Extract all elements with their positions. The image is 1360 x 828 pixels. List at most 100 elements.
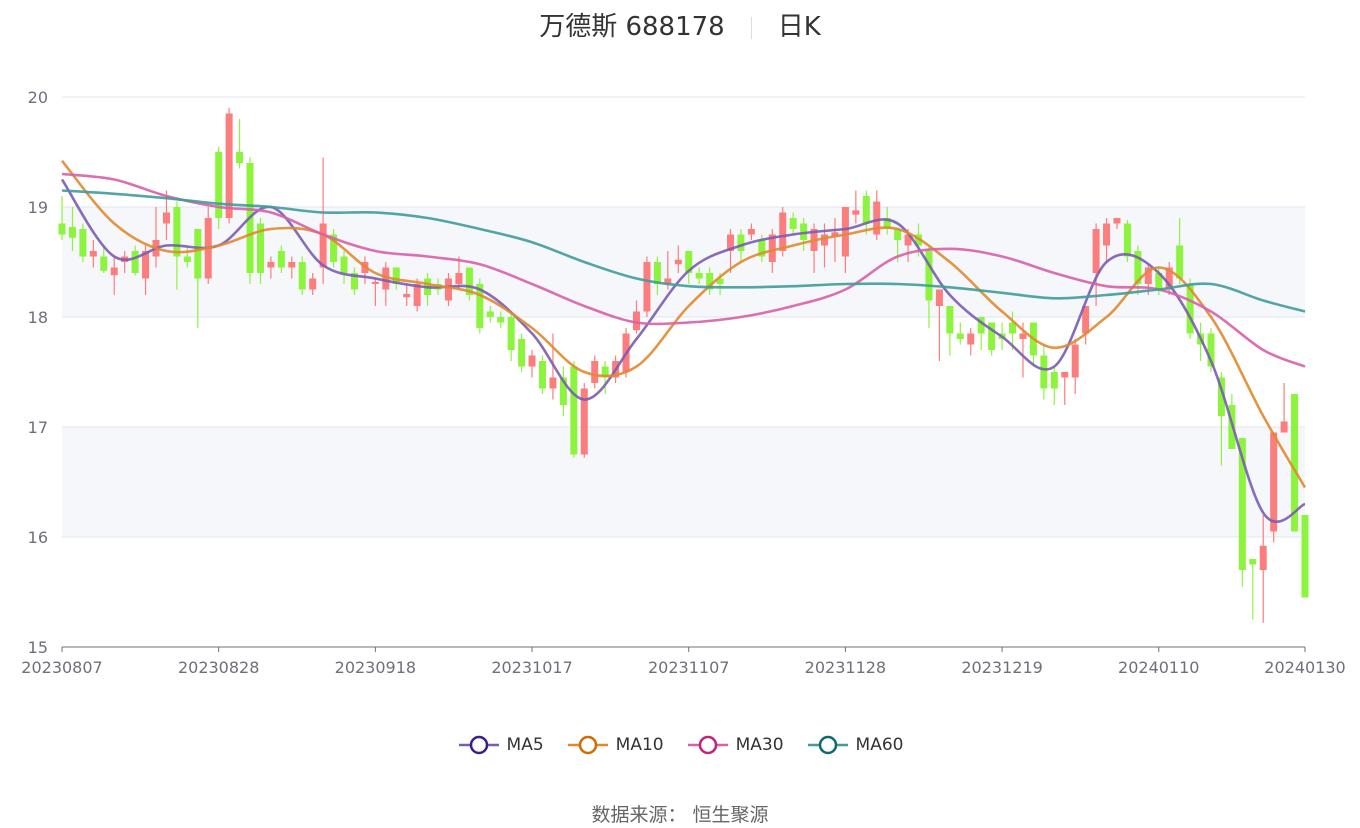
candle-body	[1019, 333, 1027, 339]
candle	[1071, 339, 1079, 394]
chart-title: 万德斯 688178 日K	[0, 6, 1360, 43]
candle-body	[1259, 545, 1267, 570]
candle	[465, 267, 473, 301]
candle-body	[789, 218, 797, 229]
candle-body	[821, 234, 829, 246]
candle-body	[841, 207, 849, 257]
candle	[1082, 306, 1090, 345]
legend-item-ma30[interactable]: MA30	[686, 735, 784, 755]
candle-body	[737, 234, 745, 251]
candle	[1092, 223, 1100, 306]
x-tick-label: 20230828	[178, 658, 259, 677]
candle-body	[444, 278, 452, 301]
candle-body	[110, 267, 118, 276]
x-tick-label: 20230918	[335, 658, 416, 677]
candle-body	[800, 223, 808, 240]
candle	[1280, 383, 1288, 433]
grid-band	[62, 427, 1305, 537]
candle-body	[862, 196, 870, 224]
candle-body	[392, 267, 400, 284]
candle-body	[215, 152, 223, 218]
legend-circle-icon	[578, 735, 597, 755]
candle	[68, 207, 76, 251]
candle-body	[277, 251, 285, 268]
legend-marker-ma5	[458, 735, 499, 755]
candle	[110, 256, 118, 295]
candle-body	[904, 234, 912, 246]
candle-body	[538, 361, 546, 389]
legend-item-ma5[interactable]: MA5	[457, 735, 544, 755]
candle-body	[1280, 421, 1288, 433]
candle-body	[643, 262, 651, 312]
candle	[350, 267, 358, 295]
x-tick-label: 20231107	[648, 658, 729, 677]
candle-body	[330, 234, 338, 262]
legend-label: MA10	[615, 735, 664, 755]
candle-body	[309, 278, 317, 290]
candle	[956, 322, 964, 345]
x-tick-label: 20240110	[1118, 658, 1199, 677]
candle	[236, 119, 244, 169]
candle	[591, 355, 599, 389]
y-tick-label: 16	[28, 528, 48, 547]
x-tick-label: 20230807	[21, 658, 102, 677]
candle-body	[68, 226, 76, 238]
candle-body	[89, 251, 97, 257]
candle-body	[1103, 223, 1111, 246]
ma-line-ma60	[61, 189, 1306, 313]
candle-body	[768, 234, 776, 262]
candle-body	[79, 229, 87, 257]
candle-body	[267, 262, 275, 268]
candle-body	[100, 256, 108, 271]
candle	[674, 245, 682, 273]
candle	[215, 146, 223, 229]
candle	[1103, 218, 1111, 262]
candle-body	[758, 240, 766, 257]
candle	[1291, 394, 1299, 532]
candle	[413, 278, 421, 312]
candle	[382, 262, 390, 306]
legend-item-ma60[interactable]: MA60	[806, 735, 904, 755]
candle-body	[1040, 355, 1048, 389]
candle-body	[883, 218, 891, 229]
candle-body	[1113, 218, 1121, 224]
candle	[288, 256, 296, 279]
candle	[455, 256, 463, 290]
y-tick-label: 18	[28, 308, 48, 327]
candle	[267, 256, 275, 279]
candle-body	[977, 317, 985, 334]
candle-body	[549, 377, 557, 389]
candle-body	[476, 284, 484, 328]
candle-body	[340, 256, 348, 273]
legend-label: MA5	[506, 735, 544, 755]
legend-marker-ma30	[687, 735, 728, 755]
candle-body	[570, 366, 578, 455]
legend-item-ma10[interactable]: MA10	[566, 735, 664, 755]
candle	[1176, 218, 1184, 284]
candle-body	[256, 223, 264, 273]
candle-body	[1186, 284, 1194, 334]
candle-body	[632, 311, 640, 331]
candle	[988, 322, 996, 356]
candle	[601, 361, 609, 394]
legend-label: MA60	[855, 735, 904, 755]
candle	[706, 267, 714, 295]
candle-body	[486, 311, 494, 317]
candle	[528, 350, 536, 378]
candle	[570, 361, 578, 458]
candle	[580, 383, 588, 458]
candle	[1301, 515, 1309, 598]
candle	[183, 245, 191, 268]
candle-body	[1270, 432, 1278, 532]
candle-body	[173, 207, 181, 257]
candle	[967, 328, 975, 356]
candle	[194, 229, 202, 328]
x-tick-label: 20231219	[961, 658, 1042, 677]
candle-body	[194, 229, 202, 279]
candle	[559, 366, 567, 416]
candle-body	[518, 339, 526, 367]
candle-body	[925, 251, 933, 301]
candle-body	[988, 322, 996, 350]
x-tick-label: 20231128	[805, 658, 886, 677]
candle-body	[685, 251, 693, 273]
